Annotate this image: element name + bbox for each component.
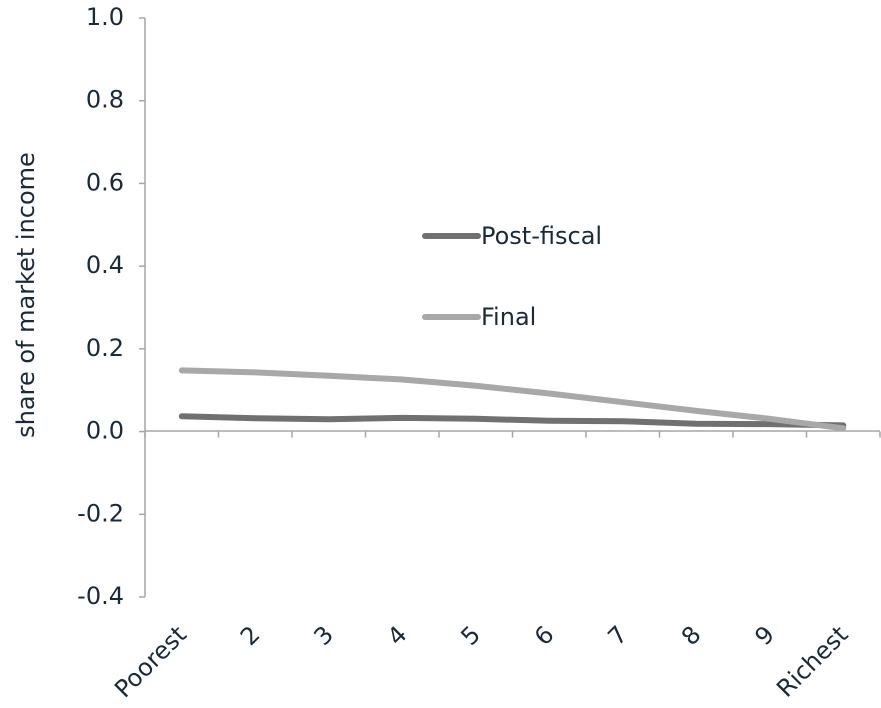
y-ticks: 1.0 0.8 0.6 0.4 0.2 0.0 -0.2 -0.4: [77, 3, 145, 610]
x-tick-label: 9: [749, 620, 780, 651]
x-tick-label: 5: [455, 620, 486, 651]
legend-label-final: Final: [481, 303, 536, 331]
x-tick-label: Richest: [771, 620, 853, 702]
legend-label-post-fiscal: Post-fiscal: [481, 222, 602, 250]
y-tick-label: 0.0: [86, 417, 124, 445]
y-tick-label: 0.8: [86, 86, 124, 114]
y-tick-label: 1.0: [86, 3, 124, 31]
y-tick-label: -0.2: [77, 499, 124, 527]
y-tick-label: -0.4: [77, 582, 124, 610]
x-tick-label: 8: [676, 620, 707, 651]
y-tick-label: 0.2: [86, 334, 124, 362]
y-tick-label: 0.6: [86, 168, 124, 196]
series-line-post-fiscal: [178, 413, 847, 429]
series-line-final: [178, 367, 847, 432]
y-tick-label: 0.4: [86, 251, 124, 279]
x-tick-label: 7: [602, 620, 633, 651]
x-tick-label: 6: [529, 620, 560, 651]
series: [178, 367, 847, 432]
y-axis-label: share of market income: [12, 152, 40, 438]
x-tick-label: 4: [382, 620, 413, 651]
x-tick-label: 2: [235, 620, 266, 651]
x-tick-label: Poorest: [109, 620, 192, 703]
legend: Post-fiscal Final: [422, 222, 602, 331]
x-tick-label: 3: [308, 620, 339, 651]
